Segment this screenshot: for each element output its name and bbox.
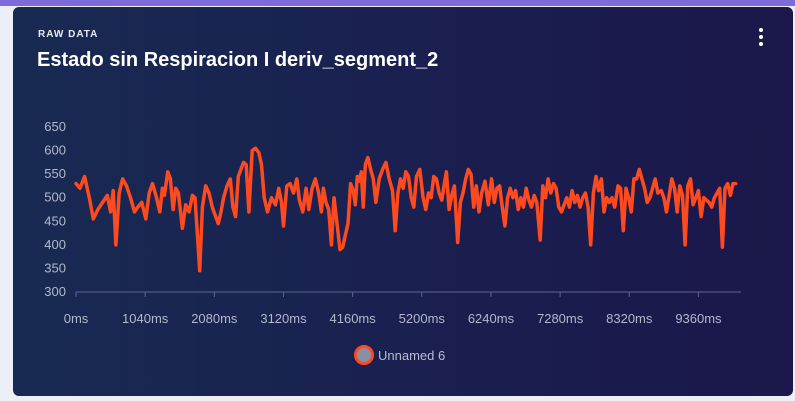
top-accent-strip xyxy=(0,0,795,6)
card-eyebrow: RAW DATA xyxy=(38,29,99,40)
legend-swatch-icon xyxy=(354,345,374,365)
x-tick-label: 6240ms xyxy=(468,311,515,326)
menu-dot xyxy=(759,42,763,46)
y-tick-label: 300 xyxy=(44,284,66,299)
x-tick-label: 1040ms xyxy=(122,311,169,326)
y-tick-label: 350 xyxy=(44,260,66,275)
x-tick-label: 5200ms xyxy=(399,311,446,326)
menu-dot xyxy=(759,35,763,39)
legend-item[interactable]: Unnamed 6 xyxy=(354,344,445,366)
x-tick-label: 2080ms xyxy=(191,311,238,326)
more-vertical-icon[interactable] xyxy=(753,26,769,48)
legend-label: Unnamed 6 xyxy=(378,347,446,363)
x-tick-label: 7280ms xyxy=(537,311,584,326)
x-tick-label: 8320ms xyxy=(606,311,653,326)
y-axis: 300 350 400 450 500 550 600 650 xyxy=(44,119,66,299)
series-layer xyxy=(74,146,738,273)
x-tick-label: 4160ms xyxy=(330,311,377,326)
menu-dot xyxy=(759,28,763,32)
raw-data-card: RAW DATA Estado sin Respiracion I deriv_… xyxy=(13,7,793,396)
card-title: Estado sin Respiracion I deriv_segment_2 xyxy=(37,49,439,71)
x-axis: 0ms 1040ms 2080ms 3120ms 4160ms 5200ms 6240ms 7… xyxy=(64,291,741,326)
x-tick-label: 0ms xyxy=(64,311,89,326)
y-tick-label: 650 xyxy=(44,119,66,134)
y-tick-label: 500 xyxy=(44,190,66,205)
line-chart: 300 350 400 450 500 550 600 650 0ms 1040ms 2080ms… xyxy=(44,119,741,326)
y-tick-label: 600 xyxy=(44,143,66,158)
x-tick-label: 9360ms xyxy=(675,311,722,326)
y-tick-label: 450 xyxy=(44,213,66,228)
y-tick-label: 400 xyxy=(44,237,66,252)
series-line xyxy=(74,146,738,273)
y-tick-label: 550 xyxy=(44,166,66,181)
x-tick-label: 3120ms xyxy=(260,311,307,326)
